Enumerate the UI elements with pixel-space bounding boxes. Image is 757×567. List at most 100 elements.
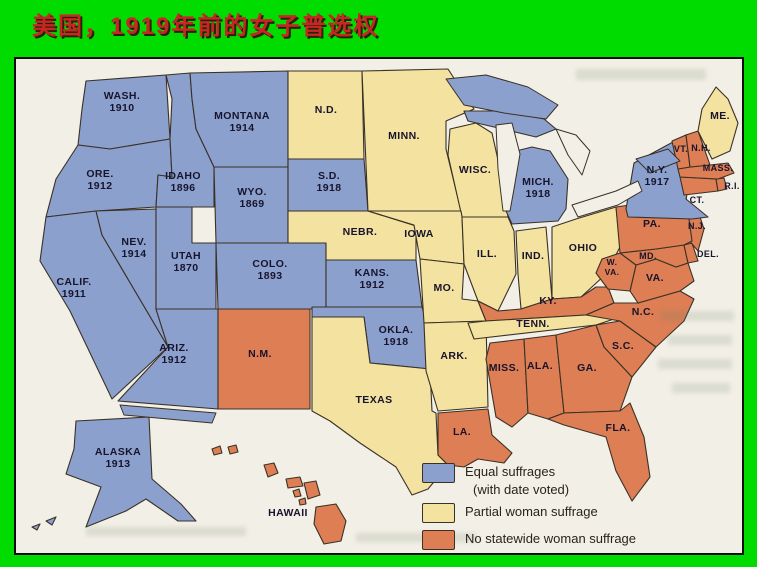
legend-sublabel: (with date voted) [473, 481, 570, 497]
page-title: 美国，1919年前的女子普选权 [32, 13, 380, 40]
state-label-pa: PA. [643, 218, 661, 230]
state-label-sc: S.C. [612, 340, 634, 352]
lake-erie [571, 180, 643, 218]
state-label-nev: NEV. [121, 236, 146, 248]
state-label-mich: MICH. [522, 176, 554, 188]
state-label-sd: 1918 [317, 182, 342, 194]
legend-item-partial-suffrage: Partial woman suffrage [422, 503, 636, 524]
state-ark [423, 320, 489, 412]
state-alaska [65, 416, 197, 528]
legend-swatch-none [422, 530, 455, 551]
state-label-mo: MO. [433, 282, 454, 294]
state-ill [461, 216, 517, 312]
state-label-ind: IND. [522, 250, 545, 262]
state-label-nh: N.H. [691, 143, 711, 153]
state-label-idaho: IDAHO [165, 170, 201, 182]
state-label-montana: 1914 [230, 122, 255, 134]
state-nh [685, 130, 711, 168]
state-label-ark: ARK. [440, 350, 467, 362]
legend-swatch-equal [422, 463, 455, 483]
state-label-minn: MINN. [388, 130, 420, 142]
state-label-tenn: TENN. [516, 318, 550, 330]
state-label-okla: OKLA. [379, 324, 414, 336]
state-hawaii [292, 488, 302, 498]
state-label-calif: 1911 [62, 288, 86, 300]
state-hawaii [303, 480, 321, 500]
us-suffrage-map: WASH.1910ORE.1912CALIF.1911NEV.1914IDAHO… [31, 68, 740, 545]
state-label-nev: 1914 [122, 248, 147, 260]
state-nm [217, 308, 311, 410]
legend-item-equal-suffrage: Equal suffrages (with date voted) [422, 463, 636, 496]
state-miss [485, 338, 529, 428]
map-panel: WASH. 1910 ORE. 1912 CALIF. 1911 NEV. 1914 IDAHO… [14, 57, 744, 555]
state-label-del: DEL. [697, 249, 719, 259]
state-label-mass: MASS. [703, 163, 734, 173]
state-label-wva: W. [607, 257, 618, 267]
state-label-md: MD. [639, 251, 657, 261]
state-label-ri: R.I. [724, 181, 740, 191]
state-sc [595, 320, 657, 378]
state-label-wyo: 1869 [240, 198, 265, 210]
state-label-miss: MISS. [489, 362, 520, 374]
state-label-nc: N.C. [632, 306, 655, 318]
state-alaska [45, 516, 57, 526]
legend-label: Partial woman suffrage [465, 504, 598, 520]
state-fla [547, 402, 651, 502]
state-label-utah: 1870 [174, 262, 199, 274]
legend-item-no-suffrage: No statewide woman suffrage [422, 530, 637, 551]
state-label-wash: WASH. [104, 90, 140, 102]
state-label-nj: N.J. [688, 221, 706, 231]
state-label-colo: COLO. [252, 258, 287, 270]
state-me [697, 86, 739, 160]
state-label-nebr: NEBR. [343, 226, 378, 238]
state-label-ariz: ARIZ. [159, 342, 188, 354]
map-legend: Equal suffrages (with date voted) Partia… [422, 463, 636, 557]
lake-huron [555, 128, 591, 176]
state-label-mich: 1918 [526, 188, 551, 200]
state-label-va: VA. [646, 272, 664, 284]
state-label-nd: N.D. [315, 104, 338, 116]
state-label-ky: KY. [539, 295, 557, 307]
legend-label: No statewide woman suffrage [465, 531, 637, 547]
state-label-wash: 1910 [110, 102, 135, 114]
state-label-ill: ILL. [477, 248, 497, 260]
state-del [683, 242, 699, 264]
state-label-hawaii: HAWAII [268, 507, 308, 519]
legend-label: Equal suffrages [465, 464, 556, 479]
state-label-vt: VT. [674, 144, 688, 154]
state-label-ny: N.Y. [647, 164, 668, 176]
state-ct [679, 176, 719, 196]
state-hawaii [263, 462, 279, 478]
state-label-iowa: IOWA [404, 228, 434, 240]
state-la [437, 408, 513, 468]
state-label-ohio: OHIO [569, 242, 597, 254]
state-label-idaho: 1896 [171, 182, 196, 194]
state-label-alaska: 1913 [106, 458, 131, 470]
state-label-kans: KANS. [355, 267, 390, 279]
state-hawaii [285, 476, 304, 489]
state-label-nm: N.M. [248, 348, 272, 360]
state-label-utah: UTAH [171, 250, 201, 262]
state-label-ala: ALA. [527, 360, 553, 372]
mexico-strip [119, 404, 217, 424]
state-label-calif: CALIF. [56, 276, 91, 288]
state-label-montana: MONTANA [214, 110, 270, 122]
state-label-sd: S.D. [318, 170, 340, 182]
state-label-colo: 1893 [258, 270, 283, 282]
state-hawaii [298, 497, 307, 506]
lake-superior [445, 74, 559, 120]
state-label-alaska: ALASKA [95, 446, 141, 458]
state-label-wisc: WISC. [459, 164, 491, 176]
state-label-ariz: 1912 [162, 354, 187, 366]
lake-michigan [495, 122, 521, 212]
lake-ontario [635, 148, 681, 174]
state-ariz [117, 308, 219, 410]
state-label-fla: FLA. [606, 422, 631, 434]
state-label-ga: GA. [577, 362, 597, 374]
legend-swatch-partial [422, 503, 455, 524]
state-label-kans: 1912 [360, 279, 385, 291]
state-label-texas: TEXAS [355, 394, 392, 406]
state-label-ore: 1912 [88, 180, 113, 192]
state-hawaii [313, 503, 347, 545]
